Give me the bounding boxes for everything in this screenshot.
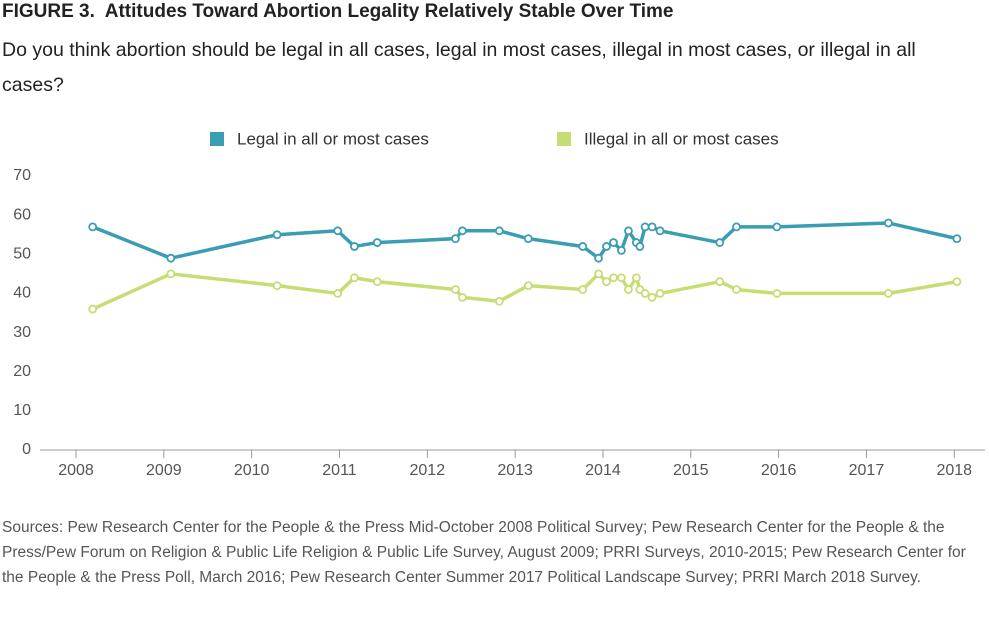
y-tick-label: 70 [13,167,31,184]
legend-label: Legal in all or most cases [237,129,429,148]
data-point [372,238,382,247]
data-point [88,304,98,314]
data-point [166,269,176,279]
y-tick-label: 30 [13,324,31,341]
data-point [655,289,665,298]
data-point [952,277,962,287]
data-point [372,277,382,287]
y-tick-label: 60 [13,206,31,223]
chart: 0 10 20 30 40 50 60 70 2008 2009 2010 2011 2012 2013 2… [13,129,985,479]
data-point [609,238,618,247]
legend-swatch [557,132,571,146]
data-point [772,289,782,298]
data-point [647,292,657,302]
x-tick-label: 2017 [849,462,885,479]
y-tick-label: 0 [22,441,31,458]
data-point [602,277,611,287]
data-point [523,281,533,291]
data-point [594,253,603,263]
series-line [91,272,958,311]
x-tick-label: 2016 [761,462,797,479]
x-tick-label: 2009 [146,462,182,479]
data-point [655,226,665,236]
data-point [732,285,741,294]
data-point [578,242,588,251]
data-point [272,230,282,240]
data-point [458,292,467,302]
x-tick-label: 2018 [936,462,972,479]
data-point [451,285,460,294]
data-point [602,242,611,251]
data-point [333,289,343,298]
y-tick-label: 10 [13,402,31,419]
x-tick-label: 2010 [234,462,270,479]
data-point [166,253,176,263]
data-point [640,222,650,232]
data-point [732,222,741,232]
data-point [883,218,893,228]
data-point [640,289,650,298]
y-tick-label: 50 [13,246,31,263]
source-note: Sources: Pew Research Center for the Peo… [2,519,966,586]
data-point [631,273,641,283]
data-point [772,222,782,232]
data-point [494,226,504,236]
data-point [624,285,633,294]
data-point [715,238,725,247]
data-point [624,226,633,236]
legend-label: Illegal in all or most cases [584,129,779,148]
x-tick-label: 2013 [497,462,533,479]
data-point [617,273,626,283]
x-tick-label: 2015 [673,462,709,479]
chart-subtitle: Do you think abortion should be legal in… [2,39,916,96]
data-point [715,277,725,287]
data-point [350,273,359,283]
x-tick-label: 2014 [585,462,621,479]
data-point [635,242,645,251]
data-point [350,242,359,251]
data-point [883,289,893,298]
legend-swatch [210,132,224,146]
y-tick-label: 20 [13,363,31,380]
data-point [333,226,343,236]
data-point [609,273,618,283]
data-point [451,234,460,244]
data-point [494,296,504,306]
data-point [594,269,603,279]
data-point [88,222,98,232]
data-point [578,285,588,294]
chart-title: FIGURE 3. Attitudes Toward Abortion Lega… [2,1,674,22]
y-tick-label: 40 [13,285,31,302]
data-point [272,281,282,291]
data-point [523,234,533,244]
x-tick-label: 2011 [322,462,357,479]
data-point [647,222,657,232]
data-point [952,234,962,244]
x-tick-label: 2008 [58,462,94,479]
data-point [458,226,467,236]
data-point [617,245,626,255]
x-tick-label: 2012 [410,462,446,479]
